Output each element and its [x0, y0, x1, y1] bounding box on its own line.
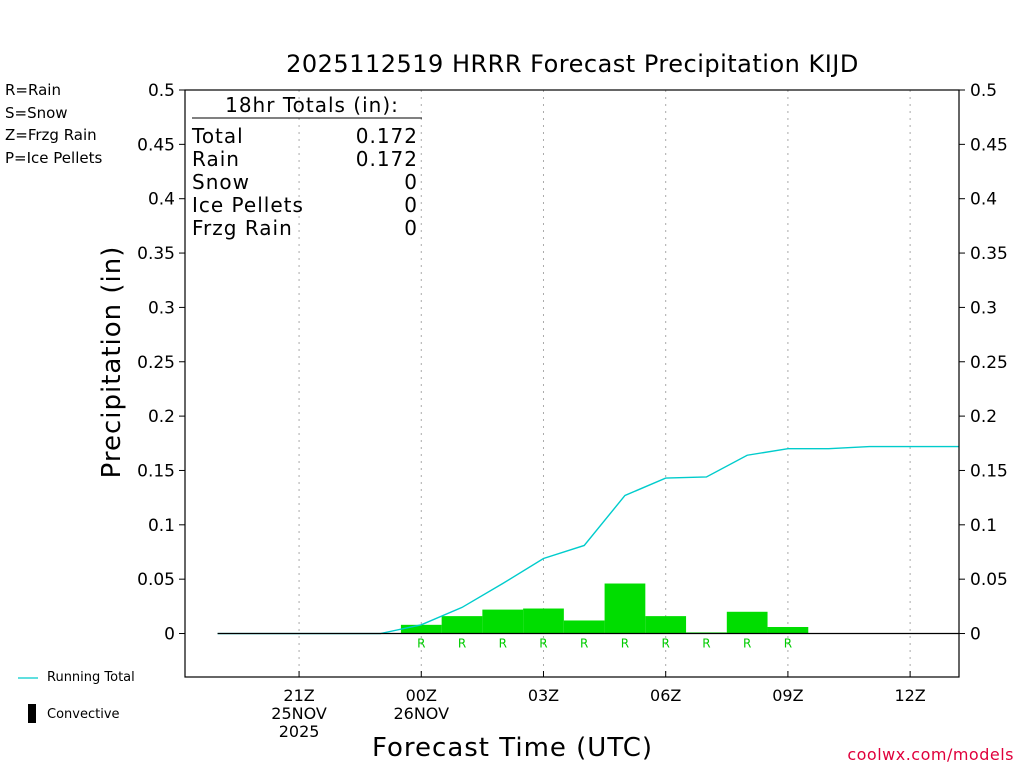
- precip-bar: [400, 624, 442, 634]
- precip-bar: [726, 611, 768, 634]
- x-tick-label: 09Z: [772, 686, 803, 705]
- totals-label-rain: Rain: [192, 147, 240, 171]
- y-tick-label-right: 0.4: [970, 190, 997, 210]
- x-axis-title: Forecast Time (UTC): [371, 733, 653, 763]
- axes: 0 00.05 0.050.1 0.10.15 0.150.2 0.20.25 0.250.…: [137, 81, 1008, 741]
- x-tick-label: 00Z: [406, 686, 437, 705]
- precip-type-label: R: [743, 637, 751, 651]
- precip-bar: [523, 608, 564, 634]
- y-tick-label-left: 0.05: [137, 570, 175, 590]
- y-tick-label-left: 0.5: [148, 81, 175, 101]
- totals-value-rain: 0.172: [356, 147, 418, 171]
- y-tick-label-right: 0.5: [970, 81, 997, 101]
- totals-header: 18hr Totals (in):: [225, 93, 399, 117]
- totals-label-ice-pellets: Ice Pellets: [192, 193, 304, 217]
- y-tick-label-right: 0.2: [970, 407, 997, 427]
- site-credit: coolwx.com/models: [847, 745, 1014, 764]
- precip-bar: [441, 616, 483, 634]
- precip-bar: [645, 616, 687, 634]
- y-tick-label-left: 0.3: [148, 298, 175, 318]
- running-total-line-group: [217, 445, 959, 635]
- totals-box: 18hr Totals (in): Total 0.172 Rain 0.172…: [191, 93, 422, 240]
- running-total-line: [217, 445, 959, 635]
- legend-frzg-rain: Z=Frzg Rain: [5, 126, 97, 144]
- y-tick-label-left: 0.1: [148, 516, 175, 536]
- y-tick-label-right: 0.45: [970, 135, 1008, 155]
- y-tick-label-right: 0.05: [970, 570, 1008, 590]
- y-tick-label-right: 0.25: [970, 353, 1008, 373]
- legend-snow: S=Snow: [5, 104, 68, 122]
- legend-rain: R=Rain: [5, 81, 61, 99]
- precip-bar: [482, 609, 524, 634]
- y-tick-label-left: 0.15: [137, 461, 175, 481]
- totals-value-total: 0.172: [356, 124, 418, 148]
- plot-frame: [184, 89, 960, 678]
- y-tick-label-right: 0.35: [970, 244, 1008, 264]
- y-tick-label-right: 0.1: [970, 516, 997, 536]
- x-tick-label: 2025: [279, 722, 320, 741]
- chart-title: 2025112519 HRRR Forecast Precipitation K…: [286, 50, 859, 78]
- legend-running-total: Running Total: [47, 670, 135, 685]
- totals-value-frzg-rain: 0: [404, 216, 418, 240]
- precip-type-label: R: [499, 637, 507, 651]
- precip-bar: [767, 626, 809, 634]
- x-tick-label: 26NOV: [393, 704, 449, 723]
- totals-label-total: Total: [191, 124, 244, 148]
- y-tick-label-left: 0.35: [137, 244, 175, 264]
- x-tick-label: 25NOV: [271, 704, 327, 723]
- y-tick-label-left: 0: [164, 625, 175, 645]
- precip-type-label: R: [784, 637, 792, 651]
- y-axis-title: Precipitation (in): [97, 246, 127, 479]
- totals-value-ice-pellets: 0: [404, 193, 418, 217]
- precip-type-label: R: [580, 637, 588, 651]
- y-tick-label-left: 0.2: [148, 407, 175, 427]
- totals-label-snow: Snow: [192, 170, 250, 194]
- y-tick-label-left: 0.4: [148, 190, 175, 210]
- x-tick-label: 03Z: [528, 686, 559, 705]
- y-tick-label-right: 0.3: [970, 298, 997, 318]
- x-tick-label: 12Z: [894, 686, 925, 705]
- precip-type-label: R: [458, 637, 466, 651]
- precip-type-label: R: [621, 637, 629, 651]
- precip-bar: [604, 583, 646, 634]
- y-tick-label-right: 0.15: [970, 461, 1008, 481]
- y-tick-label-right: 0: [970, 625, 981, 645]
- precip-type-label: R: [702, 637, 710, 651]
- totals-value-snow: 0: [404, 170, 418, 194]
- precip-bar: [563, 620, 605, 634]
- precip-type-label: R: [662, 637, 670, 651]
- legend-convective: Convective: [47, 707, 120, 722]
- convective-legend-swatch: [28, 704, 36, 723]
- x-tick-label: 21Z: [283, 686, 314, 705]
- y-tick-label-left: 0.45: [137, 135, 175, 155]
- legend-ice-pellets: P=Ice Pellets: [5, 149, 103, 167]
- precip-type-label: R: [417, 637, 425, 651]
- precip-type-label: R: [539, 637, 547, 651]
- x-tick-label: 06Z: [650, 686, 681, 705]
- totals-label-frzg-rain: Frzg Rain: [192, 216, 293, 240]
- y-tick-label-left: 0.25: [137, 353, 175, 373]
